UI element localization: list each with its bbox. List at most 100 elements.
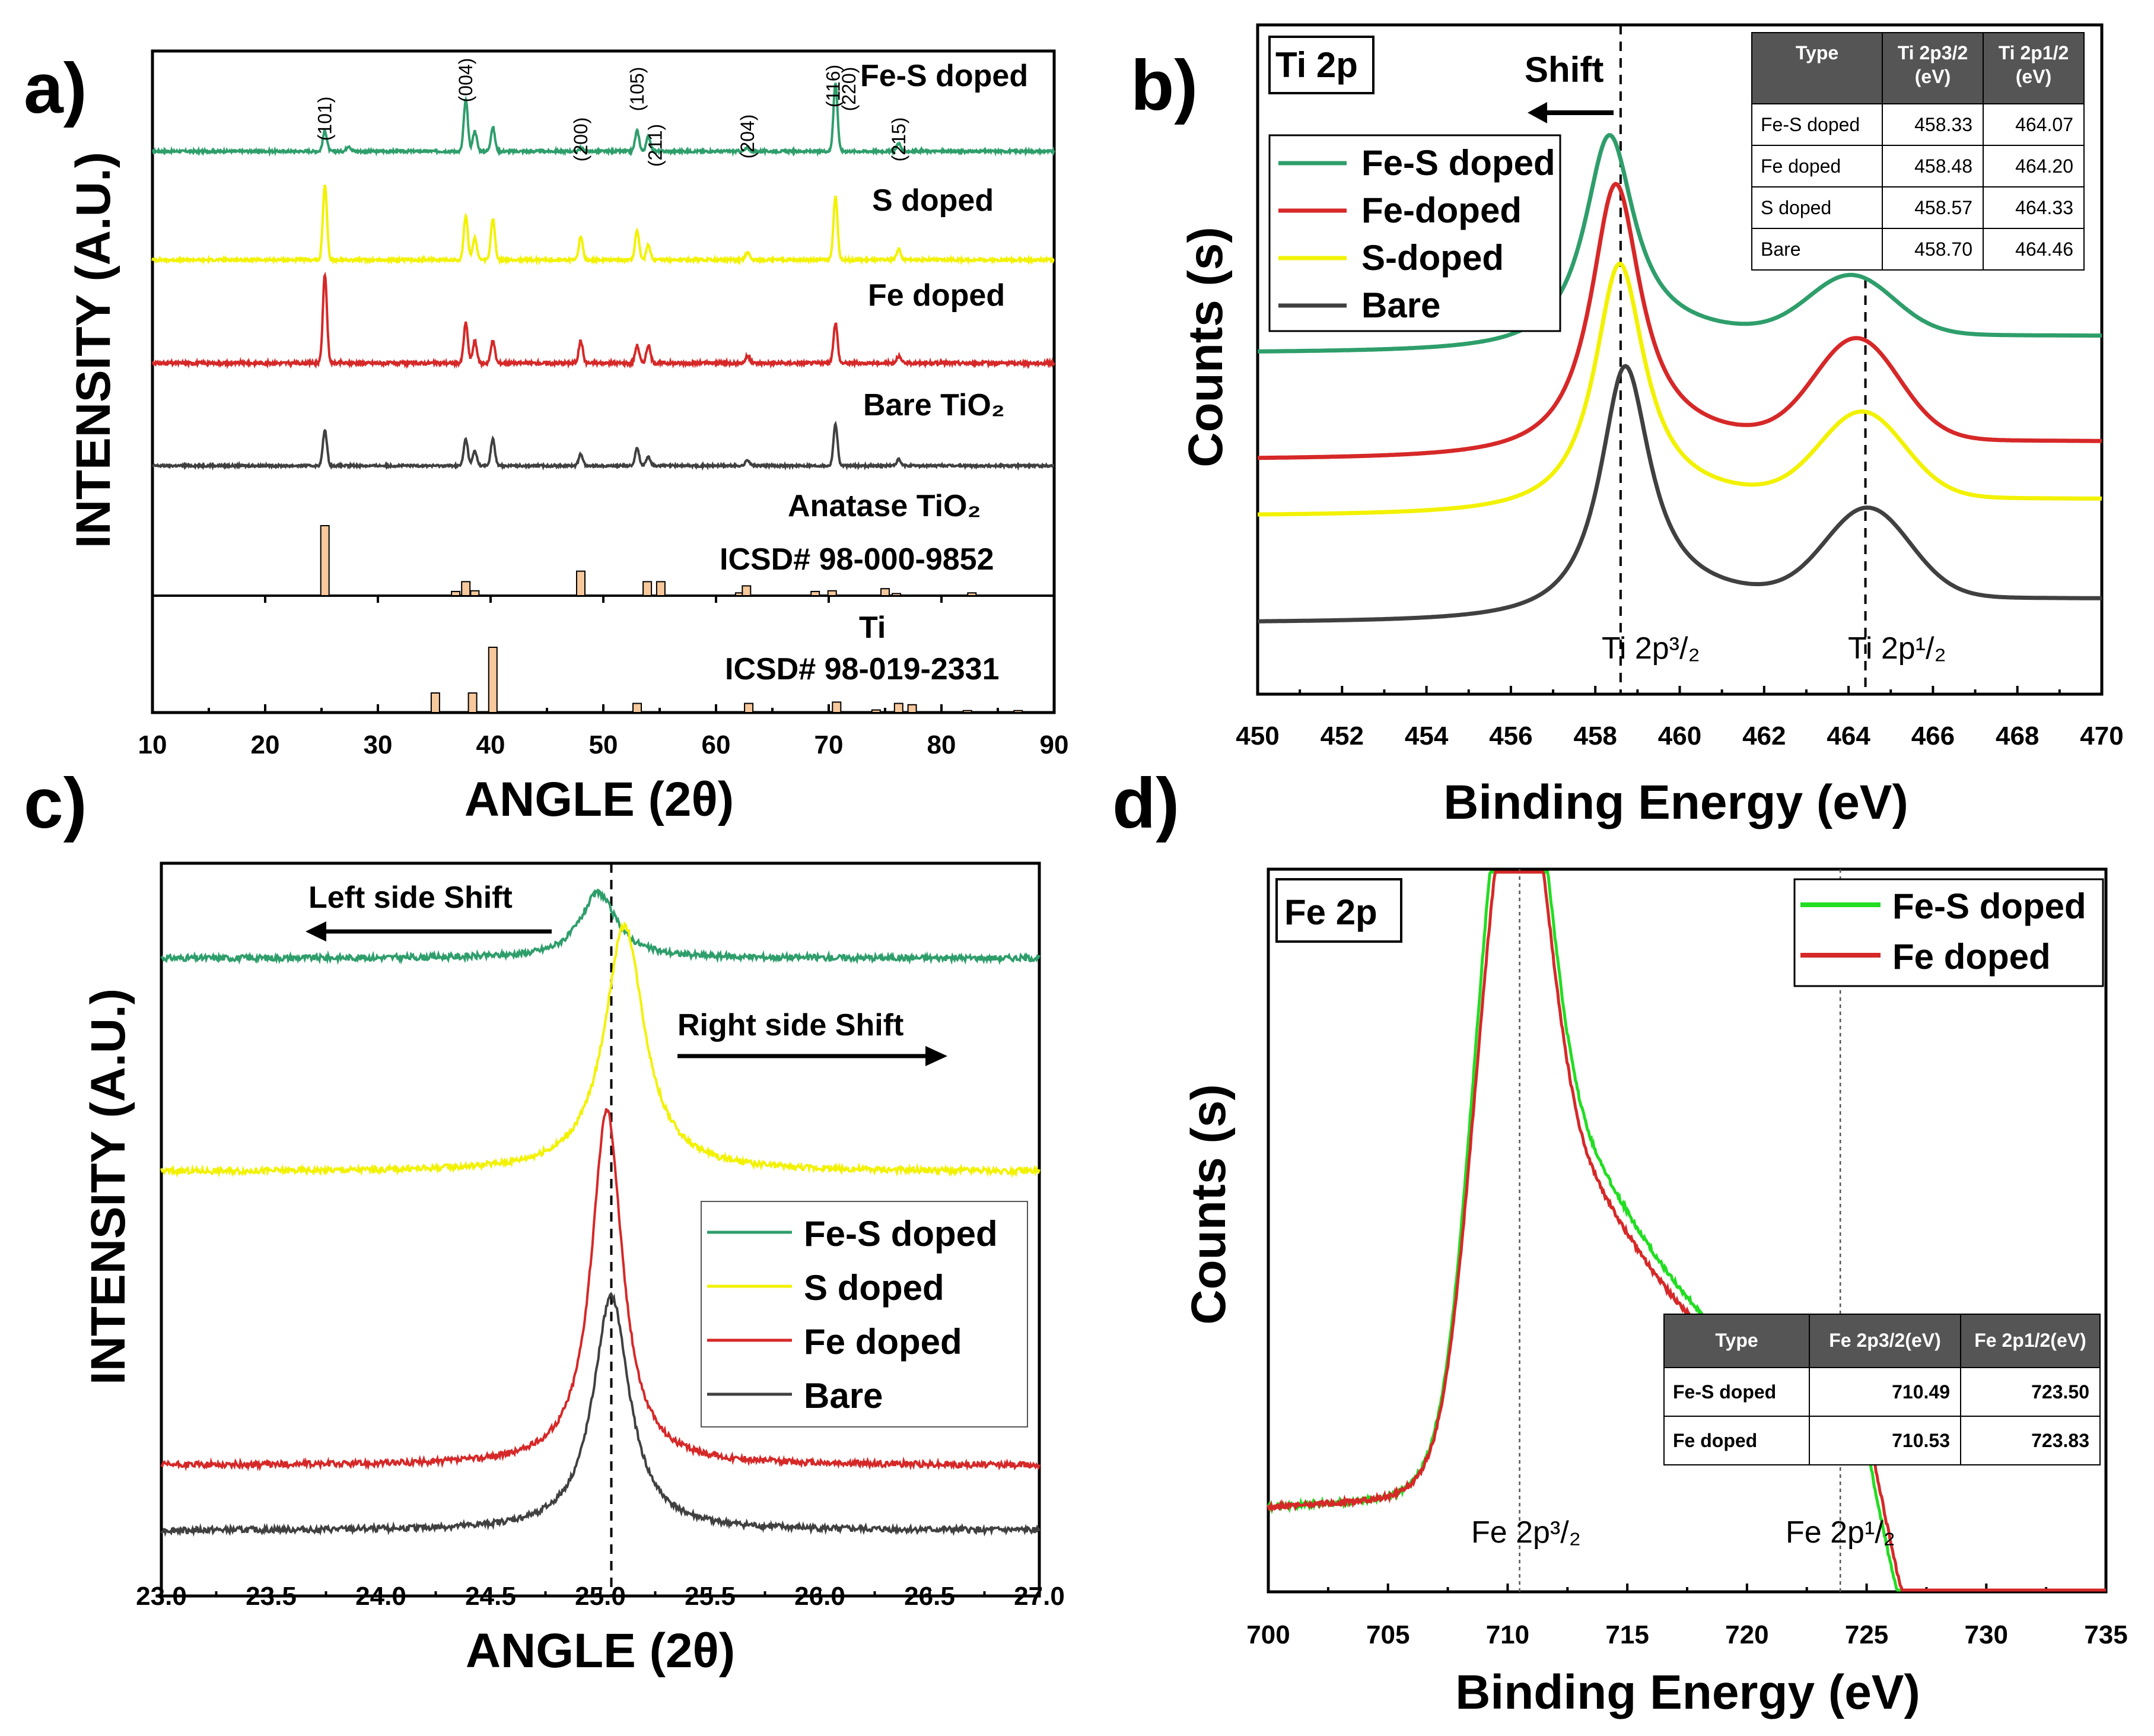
table-cell: 464.20 (2015, 155, 2073, 177)
table-cell-box (1882, 186, 1984, 229)
x-tick-label: 10 (138, 730, 167, 759)
panel-a-label: a) (24, 49, 87, 128)
legend-label-fes: Fe-S doped (1892, 886, 2086, 926)
panel-a-series (151, 82, 1055, 471)
legend-label-s: S-doped (1361, 238, 1504, 278)
xps-line-2 (1258, 262, 2102, 517)
x-tick-label: 27.0 (1014, 1582, 1065, 1611)
x-tick-label: 452 (1321, 721, 1364, 751)
ti-ref-bar (1013, 710, 1023, 713)
table-cell-box (1751, 32, 1883, 104)
table-cell: 723.50 (2031, 1381, 2089, 1403)
peak-label-ti-2p3: Ti 2p³/₂ (1602, 631, 1700, 666)
panel-d-xlabel: Binding Energy (eV) (1455, 1665, 1920, 1719)
anatase-ref-bar (470, 590, 480, 596)
x-tick-label: 70 (814, 730, 844, 759)
xps-line-3 (1258, 364, 2102, 624)
panel-b-legend: Fe-S doped Fe-doped S-doped Bare (1268, 134, 1561, 332)
table-cell-box (1751, 103, 1883, 146)
panel-b-xlabel: Binding Energy (eV) (1443, 775, 1908, 829)
series-label-bare: Bare TiO₂ (863, 388, 1005, 422)
table-cell: 723.83 (2031, 1430, 2089, 1451)
panel-a-references (320, 525, 1023, 714)
panel-d-label: d) (1112, 764, 1179, 843)
panel-d-legend: Fe-S doped Fe doped (1793, 878, 2104, 987)
right-shift-label: Right side Shift (677, 1008, 903, 1042)
panel-c-x-axis: 23.0 23.5 24.0 24.5 25.0 25.5 26.0 26.5 27.0 (136, 1582, 1065, 1611)
x-tick-label: 464 (1827, 721, 1870, 751)
series-line-1 (151, 185, 1055, 266)
panel-d-table: Type Fe 2p3/2(eV) Fe 2p1/2(eV) Fe-S doped 71… (1663, 1314, 2101, 1465)
anatase-ref-bar (461, 581, 471, 597)
left-shift-arrow (306, 921, 552, 942)
peak-label-ti-2p1: Ti 2p¹/₂ (1848, 631, 1946, 666)
ti-ref-bar (962, 710, 972, 713)
x-tick-label: 710 (1486, 1620, 1529, 1649)
table-cell-box (1751, 145, 1883, 187)
table-cell-box (1663, 1416, 1810, 1465)
table-cell-box (1809, 1314, 1961, 1368)
legend-label-bare: Bare (804, 1376, 883, 1416)
ti-ref-bar (430, 692, 440, 713)
panel-b-title-box (1268, 36, 1375, 94)
panel-b-ylabel: Counts (s) (1179, 227, 1233, 467)
xps-line-1 (1258, 182, 2102, 460)
x-tick-label: 23.5 (246, 1582, 297, 1611)
table-cell-box (1960, 1314, 2101, 1368)
anatase-ref-bar (656, 581, 666, 597)
table-cell-box (1983, 103, 2085, 146)
series-label-fe: Fe doped (868, 278, 1005, 313)
x-tick-label: 705 (1366, 1620, 1410, 1649)
panel-c-series (160, 888, 1041, 1537)
x-tick-label: 60 (702, 730, 731, 759)
table-header-cell: (eV) (2016, 66, 2051, 87)
series-line-3 (151, 420, 1055, 471)
table-header-cell: Type (1796, 42, 1838, 63)
x-tick-label: 730 (1965, 1620, 2008, 1649)
panel-a-x-axis: 10 20 30 40 50 60 70 80 90 (138, 596, 1068, 759)
panel-d-ylabel: Counts (s) (1182, 1084, 1236, 1324)
peak-annotation: (204) (737, 115, 758, 159)
table-cell-box (1882, 145, 1984, 187)
x-tick-label: 466 (1911, 721, 1955, 751)
x-tick-label: 50 (589, 730, 618, 759)
shift-arrow (1528, 102, 1614, 123)
anatase-ref-bar (880, 588, 890, 597)
table-cell: Fe doped (1673, 1430, 1757, 1451)
ti-ref-bar (488, 647, 498, 713)
table-cell: 464.46 (2015, 239, 2073, 260)
ti-ref-bar (907, 704, 917, 714)
peak-annotation: (200) (570, 117, 591, 162)
x-tick-label: 23.0 (136, 1582, 187, 1611)
peak-annotation: (220) (838, 67, 860, 112)
x-tick-label: 720 (1725, 1620, 1768, 1649)
ti-ref-bar (744, 702, 754, 713)
ti-ref-bar (632, 702, 642, 713)
x-tick-label: 24.0 (355, 1582, 406, 1611)
xrd-zoom-line-0 (160, 888, 1041, 965)
x-tick-label: 470 (2080, 721, 2123, 751)
panel-d-x-axis: 700 705 710 715 720 725 730 735 (1246, 1584, 2128, 1649)
panel-b-x-axis: 450 452 454 456 458 460 462 464 466 468 470 (1236, 686, 2124, 751)
table-cell: Fe-S doped (1673, 1381, 1776, 1403)
peak-annotation: (211) (644, 124, 666, 167)
x-tick-label: 715 (1605, 1620, 1649, 1649)
peak-annotation: (004) (455, 58, 476, 103)
anatase-ref-bar (827, 590, 837, 596)
series-label-fes: Fe-S doped (860, 59, 1028, 93)
table-cell: Fe doped (1761, 155, 1841, 177)
x-tick-label: 450 (1236, 721, 1279, 751)
ti-ref-bar (871, 709, 881, 713)
xps-line-0 (1258, 133, 2102, 354)
x-tick-label: 460 (1658, 721, 1701, 751)
x-tick-label: 25.5 (685, 1582, 736, 1611)
anatase-ref-bar (451, 590, 461, 596)
table-cell: 710.53 (1892, 1430, 1950, 1451)
table-header-cell: Ti 2p3/2 (1898, 42, 1968, 63)
xrd-zoom-line-3 (160, 1292, 1041, 1537)
x-tick-label: 462 (1742, 721, 1786, 751)
x-tick-label: 458 (1573, 721, 1617, 751)
table-cell: Bare (1761, 239, 1801, 260)
table-cell-box (1983, 32, 2085, 104)
